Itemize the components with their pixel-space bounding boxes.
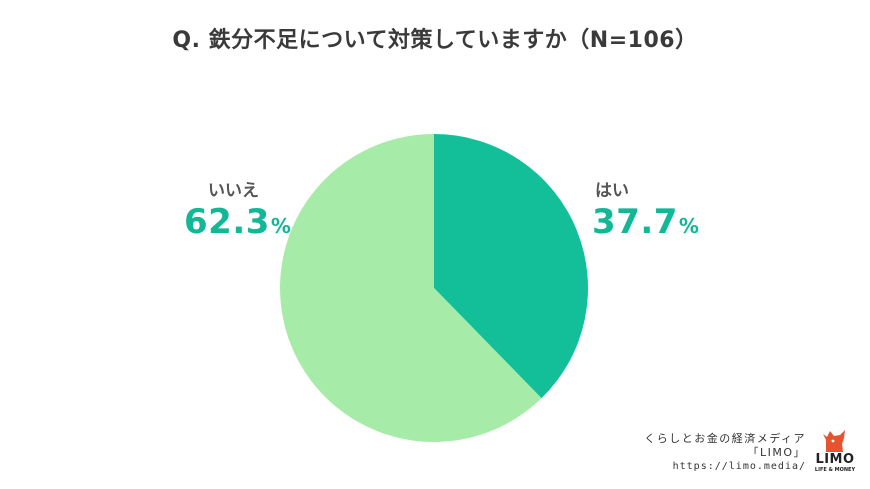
credit-url: https://limo.media/ (672, 461, 806, 472)
credit-line1: くらしとお金の経済メディア (644, 432, 806, 445)
slice-value-yes-number: 37.7 (592, 202, 678, 242)
logo-brand: LIMO (815, 452, 855, 467)
limo-logo: LIMO LIFE & MONEY (812, 428, 858, 476)
slice-value-no-unit: % (270, 214, 291, 238)
chart-title: Q. 鉄分不足について対策していますか（N=106） (172, 28, 698, 53)
pie-slice-no (279, 134, 542, 442)
slice-value-yes-unit: % (678, 214, 699, 238)
slice-value-no: 62.3% (184, 202, 291, 242)
source-credit: くらしとお金の経済メディア 「LIMO」 https://limo.media/ (644, 432, 806, 474)
logo-tagline: LIFE & MONEY (814, 467, 856, 473)
slice-value-yes: 37.7% (592, 202, 699, 242)
credit-line2: 「LIMO」 (747, 446, 806, 459)
bull-icon (823, 430, 845, 452)
slice-label-yes: はい (595, 181, 629, 201)
slice-value-no-number: 62.3 (184, 202, 270, 242)
slice-label-no: いいえ (208, 181, 259, 201)
pie-slice-yes (434, 134, 588, 399)
